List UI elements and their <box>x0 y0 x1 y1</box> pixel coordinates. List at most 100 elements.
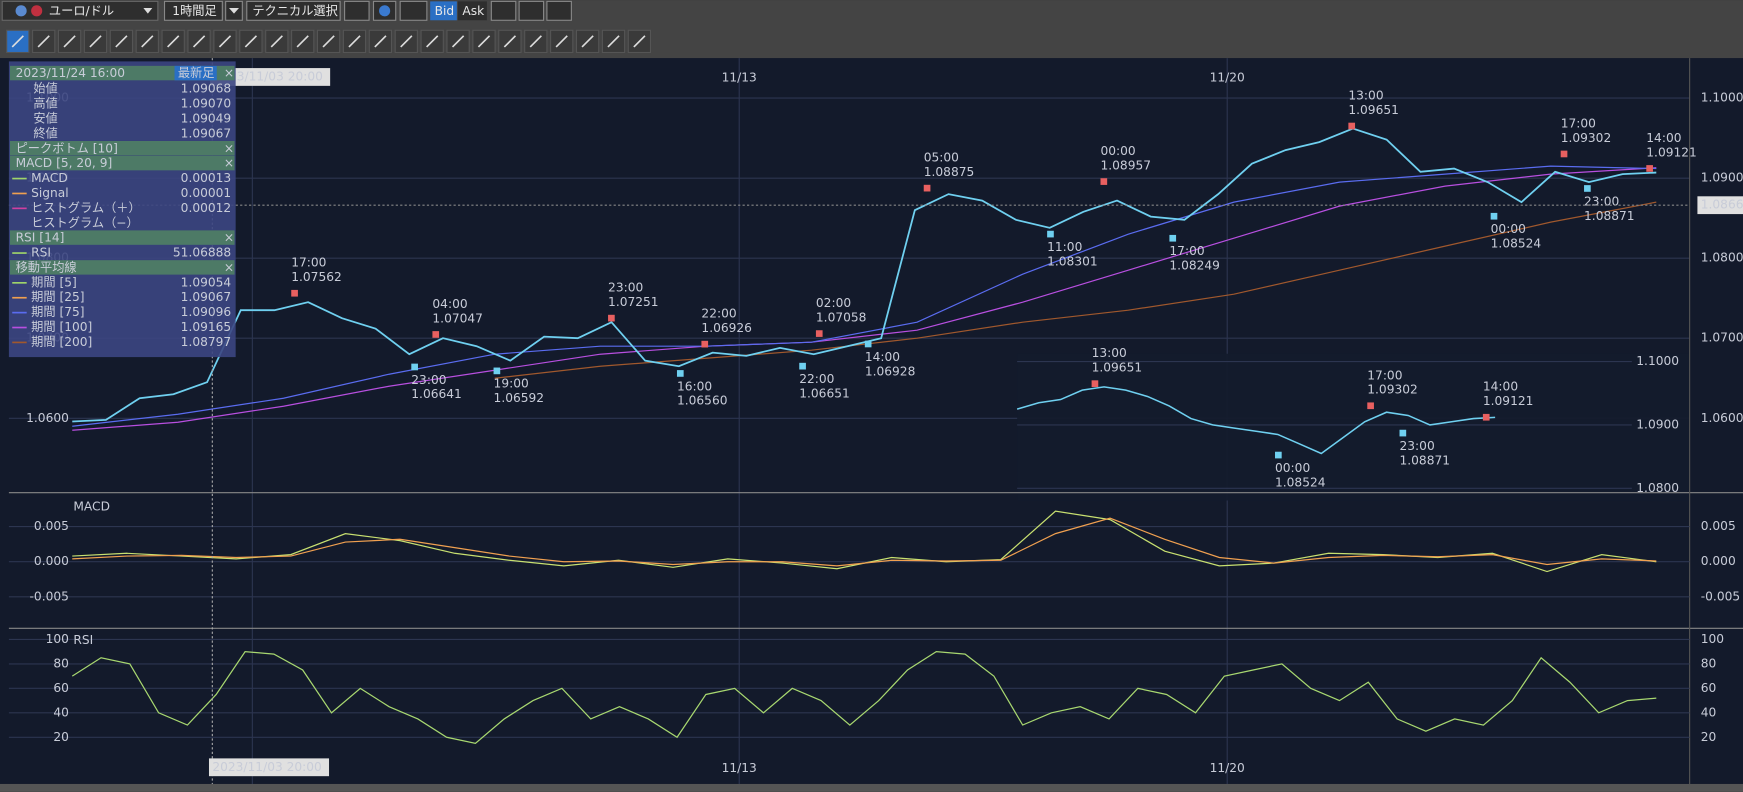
peak-time: 23:00 <box>608 281 643 295</box>
peak-marker <box>1646 165 1653 172</box>
row-value: 0.00013 <box>181 171 232 185</box>
peak-time: 17:00 <box>291 256 326 270</box>
ohlc-label: 高値 <box>33 96 57 111</box>
series-line <box>494 201 1657 379</box>
peak-marker <box>1367 402 1374 410</box>
info-icon <box>379 5 391 17</box>
y-tick-label: 80 <box>1701 656 1717 670</box>
peak-price: 1.07047 <box>432 311 483 325</box>
bottom-price: 1.06560 <box>677 394 728 408</box>
bottom-time: 00:00 <box>1491 222 1526 236</box>
y-tick-label: 0.005 <box>1701 519 1736 533</box>
peak-price: 1.08875 <box>924 165 975 179</box>
peak-time: 22:00 <box>701 307 736 321</box>
panel-header <box>10 155 235 171</box>
y-tick-label: 1.0600 <box>26 411 69 425</box>
bottom-price: 1.06641 <box>411 387 462 401</box>
peak-time: 05:00 <box>924 151 959 165</box>
y-tick-label: 40 <box>53 705 69 719</box>
y-tick-label: 60 <box>53 681 69 695</box>
zoom-out-button[interactable] <box>518 0 545 21</box>
peak-time: 17:00 <box>1561 116 1596 130</box>
tool-icon <box>141 35 154 48</box>
tool-icon <box>348 35 361 48</box>
tool-icon <box>607 35 620 48</box>
peak-price: 1.06926 <box>701 321 752 335</box>
y-tick-label: 80 <box>53 656 69 670</box>
peak-time: 00:00 <box>1100 144 1135 158</box>
bottom-marker <box>493 367 501 375</box>
bottom-marker <box>411 363 418 371</box>
bottom-time: 00:00 <box>1275 461 1310 475</box>
row-label: ヒストグラム（＋） <box>31 201 141 215</box>
pencil-button[interactable] <box>344 0 370 21</box>
peak-time: 14:00 <box>1483 380 1518 394</box>
indicator-button[interactable] <box>490 0 517 21</box>
timeframe-select[interactable] <box>163 0 223 21</box>
tool-icon <box>115 35 128 48</box>
panel-header-text: 移動平均線 <box>16 259 77 274</box>
close-icon[interactable]: × <box>224 141 234 155</box>
panel-header-text: 2023/11/24 16:00 <box>16 66 126 80</box>
ohlc-value: 1.09049 <box>181 111 232 125</box>
y-tick-label: 20 <box>1701 730 1717 744</box>
peak-marker <box>608 314 615 322</box>
scrollbar[interactable] <box>0 783 1743 792</box>
tool-icon <box>167 35 180 48</box>
tool-icon <box>244 35 258 48</box>
technical-select[interactable] <box>246 0 341 21</box>
inset-y-tick-label: 1.1000 <box>1636 354 1679 368</box>
bottom-time: 19:00 <box>494 377 529 391</box>
row-value: 1.08797 <box>181 335 232 349</box>
peak-time: 13:00 <box>1348 89 1383 103</box>
inset-y-tick-label: 1.0800 <box>1636 481 1679 495</box>
bottom-price: 1.08249 <box>1169 259 1220 273</box>
ohlc-label: 安値 <box>33 110 57 125</box>
series-line <box>1016 386 1496 455</box>
current-price-box <box>1697 196 1743 215</box>
crosshair-time-box <box>208 758 330 777</box>
bottom-price: 1.08871 <box>1400 453 1451 467</box>
series-line <box>72 517 1657 567</box>
peak-time: 04:00 <box>432 297 467 311</box>
panel-header-text: ピークボトム [10] <box>16 141 118 155</box>
bottom-price: 1.06928 <box>865 364 916 378</box>
peak-time: 13:00 <box>1092 346 1127 360</box>
row-label: 期間 [25] <box>31 290 84 304</box>
chart-type-button[interactable] <box>399 0 428 21</box>
zoom-in-button[interactable] <box>546 0 572 21</box>
y-tick-label: 60 <box>1701 681 1717 695</box>
bottom-marker <box>1399 429 1407 437</box>
peak-marker <box>1482 413 1490 421</box>
close-icon[interactable]: × <box>224 260 234 274</box>
peak-marker <box>432 331 440 338</box>
latest-badge[interactable] <box>174 65 217 81</box>
bottom-price: 1.08871 <box>1584 209 1635 223</box>
bottom-marker <box>799 362 806 370</box>
bottom-marker <box>864 340 872 348</box>
y-tick-label: -0.005 <box>30 589 69 603</box>
toolbar: ユーロ/ドル 1時間足 テクニカル選択 Bid Ask <box>1 0 572 21</box>
bid: Bid <box>435 4 455 18</box>
bottom-marker <box>1584 185 1591 192</box>
ask-button[interactable] <box>457 1 487 21</box>
tool-icon <box>374 35 387 48</box>
close-icon[interactable]: × <box>224 66 234 80</box>
technical: テクニカル選択 <box>252 4 338 18</box>
tool-icon <box>529 35 542 48</box>
peak-price: 1.07562 <box>291 270 342 284</box>
x-tick-label: 11/20 <box>1210 71 1245 85</box>
peak-marker <box>1348 122 1356 130</box>
close-icon[interactable]: × <box>224 231 234 245</box>
peak-price: 1.09302 <box>1367 383 1418 397</box>
row-value: 0.00001 <box>181 186 232 200</box>
symbol-select[interactable] <box>1 0 159 21</box>
bid-button[interactable] <box>430 1 457 21</box>
tool-icon <box>218 35 232 48</box>
current-price: 1.08662 <box>1701 198 1743 212</box>
bottom-time: 16:00 <box>677 379 712 393</box>
row-value: 51.06888 <box>173 246 231 260</box>
peak-price: 1.09121 <box>1483 394 1534 408</box>
close-icon[interactable]: × <box>224 156 234 170</box>
tool-icon <box>270 35 283 48</box>
